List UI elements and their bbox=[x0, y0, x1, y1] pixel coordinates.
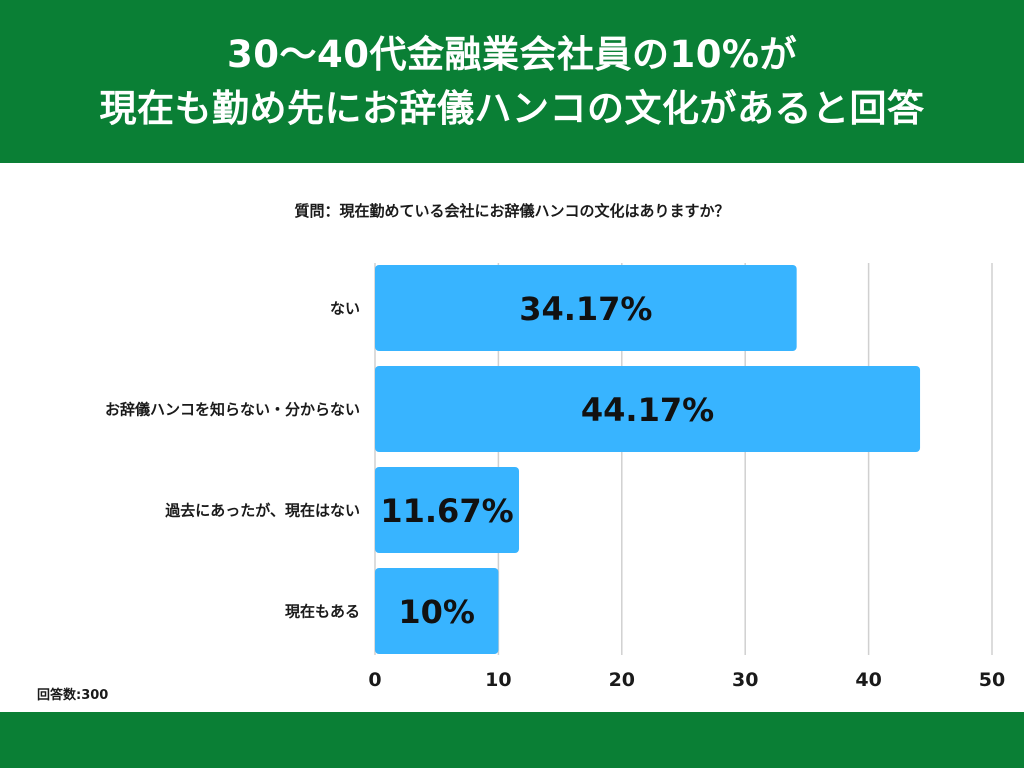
x-tick-label: 40 bbox=[855, 669, 881, 691]
bar-value-label: 44.17% bbox=[581, 391, 714, 429]
x-tick-label: 30 bbox=[732, 669, 758, 691]
bar-value-label: 34.17% bbox=[519, 290, 652, 328]
bar-value-label: 10% bbox=[398, 593, 475, 631]
response-count: 回答数:300 bbox=[37, 688, 109, 703]
bar-value-label: 11.67% bbox=[380, 492, 513, 530]
title-line-1: 30〜40代金融業会社員の10%が bbox=[226, 32, 798, 76]
x-tick-label: 50 bbox=[979, 669, 1005, 691]
question-text: 質問：現在勤めている会社にお辞儀ハンコの文化はありますか？ bbox=[294, 202, 730, 220]
category-label: お辞儀ハンコを知らない・分からない bbox=[104, 400, 360, 419]
category-label: 過去にあったが、現在はない bbox=[165, 501, 360, 520]
footer-banner bbox=[0, 712, 1024, 768]
bar-chart: 34.17% 44.17% 11.67% 10% 0 10 20 30 40 50 bbox=[368, 263, 1005, 691]
x-tick-label: 0 bbox=[368, 669, 381, 691]
title-line-2: 現在も勤め先にお辞儀ハンコの文化があると回答 bbox=[99, 86, 925, 130]
bar-0 bbox=[375, 265, 797, 351]
category-label: ない bbox=[329, 299, 360, 318]
bar-1 bbox=[375, 366, 921, 452]
bar-3 bbox=[375, 568, 499, 654]
x-tick-label: 20 bbox=[609, 669, 635, 691]
category-label: 現在もある bbox=[284, 602, 360, 621]
x-tick-label: 10 bbox=[485, 669, 511, 691]
header-banner: 30〜40代金融業会社員の10%が 現在も勤め先にお辞儀ハンコの文化があると回答 bbox=[0, 0, 1024, 163]
bar-2 bbox=[375, 467, 520, 553]
